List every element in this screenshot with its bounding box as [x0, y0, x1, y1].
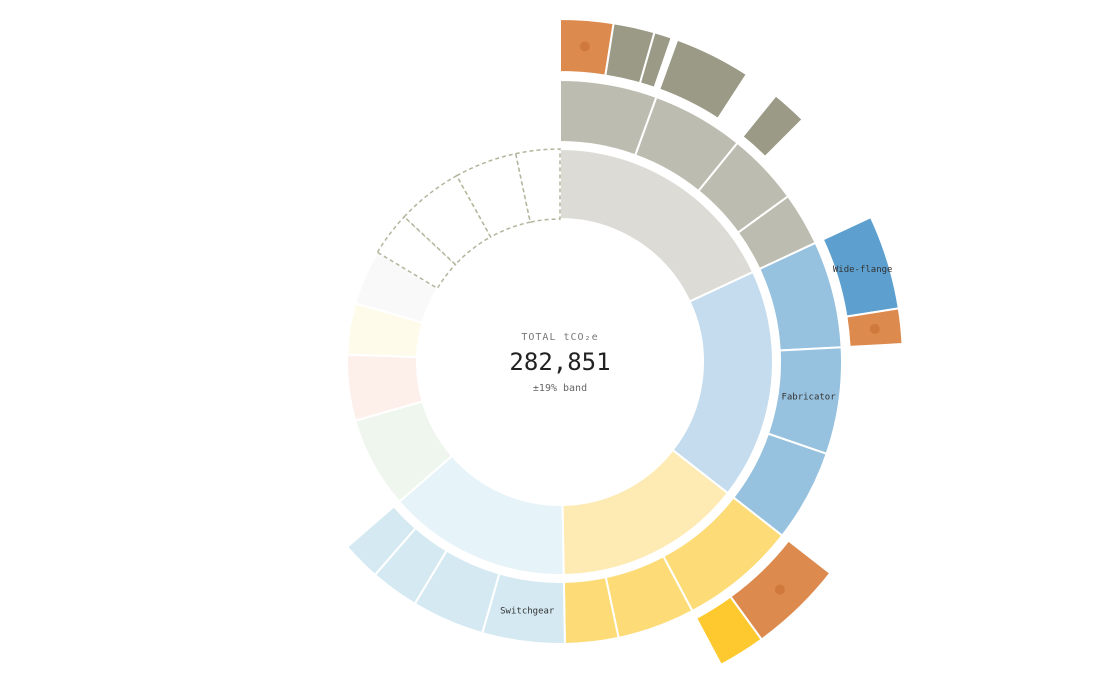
sunburst: Wide-flange Fabricator Switchgear [345, 17, 904, 667]
center-label: TOTAL tCO₂e [521, 332, 598, 343]
segment-label: Switchgear [500, 606, 555, 616]
segment-label: Fabricator [781, 392, 836, 402]
segment-marker [869, 323, 880, 334]
segment-marker [774, 584, 785, 595]
arc-segment [741, 94, 804, 159]
segment-marker [579, 41, 590, 52]
center-band: ±19% band [533, 383, 587, 394]
arc-segment [514, 148, 561, 224]
arc-segment [638, 31, 673, 90]
arc-segment [657, 38, 749, 121]
arc-segment [345, 504, 418, 577]
arc-segment [354, 250, 439, 324]
arc-segment [376, 215, 457, 290]
arc-segment [694, 595, 764, 667]
center-total: 282,851 [509, 348, 610, 376]
segment-label: Wide-flange [833, 265, 893, 275]
